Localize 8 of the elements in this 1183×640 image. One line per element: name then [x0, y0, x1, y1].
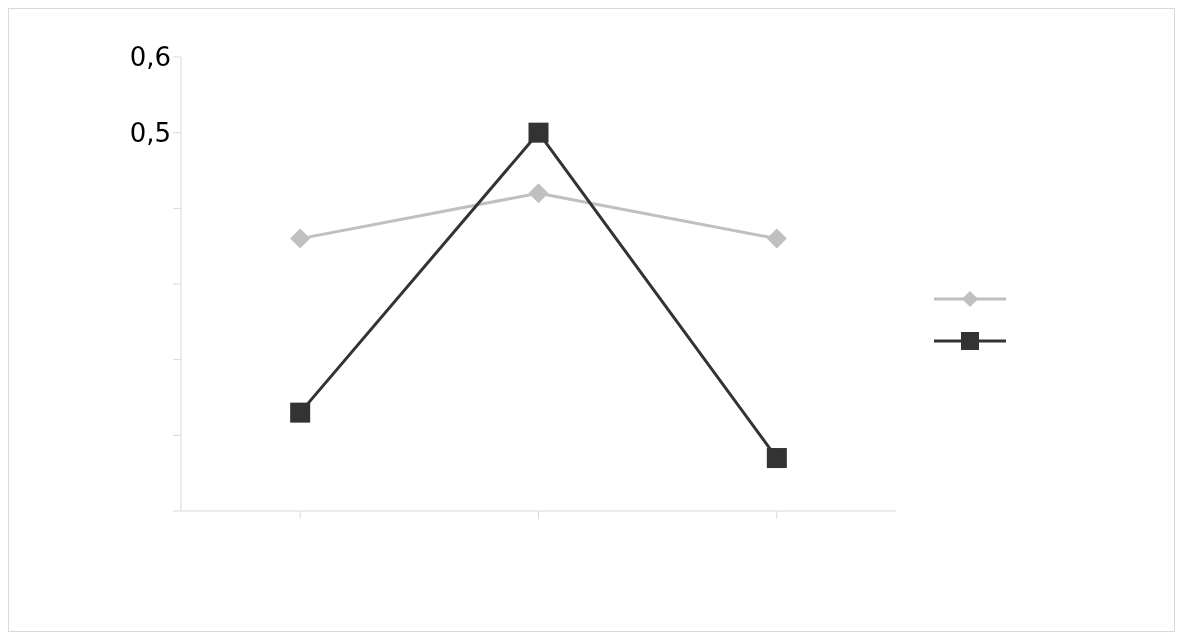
point [290, 402, 311, 423]
y-tick-label: 0,6 [129, 42, 171, 73]
point [528, 122, 549, 143]
point [766, 228, 787, 249]
point [528, 183, 549, 204]
y-tick-label: 0,5 [129, 117, 171, 148]
point [766, 448, 787, 469]
point [290, 228, 311, 249]
